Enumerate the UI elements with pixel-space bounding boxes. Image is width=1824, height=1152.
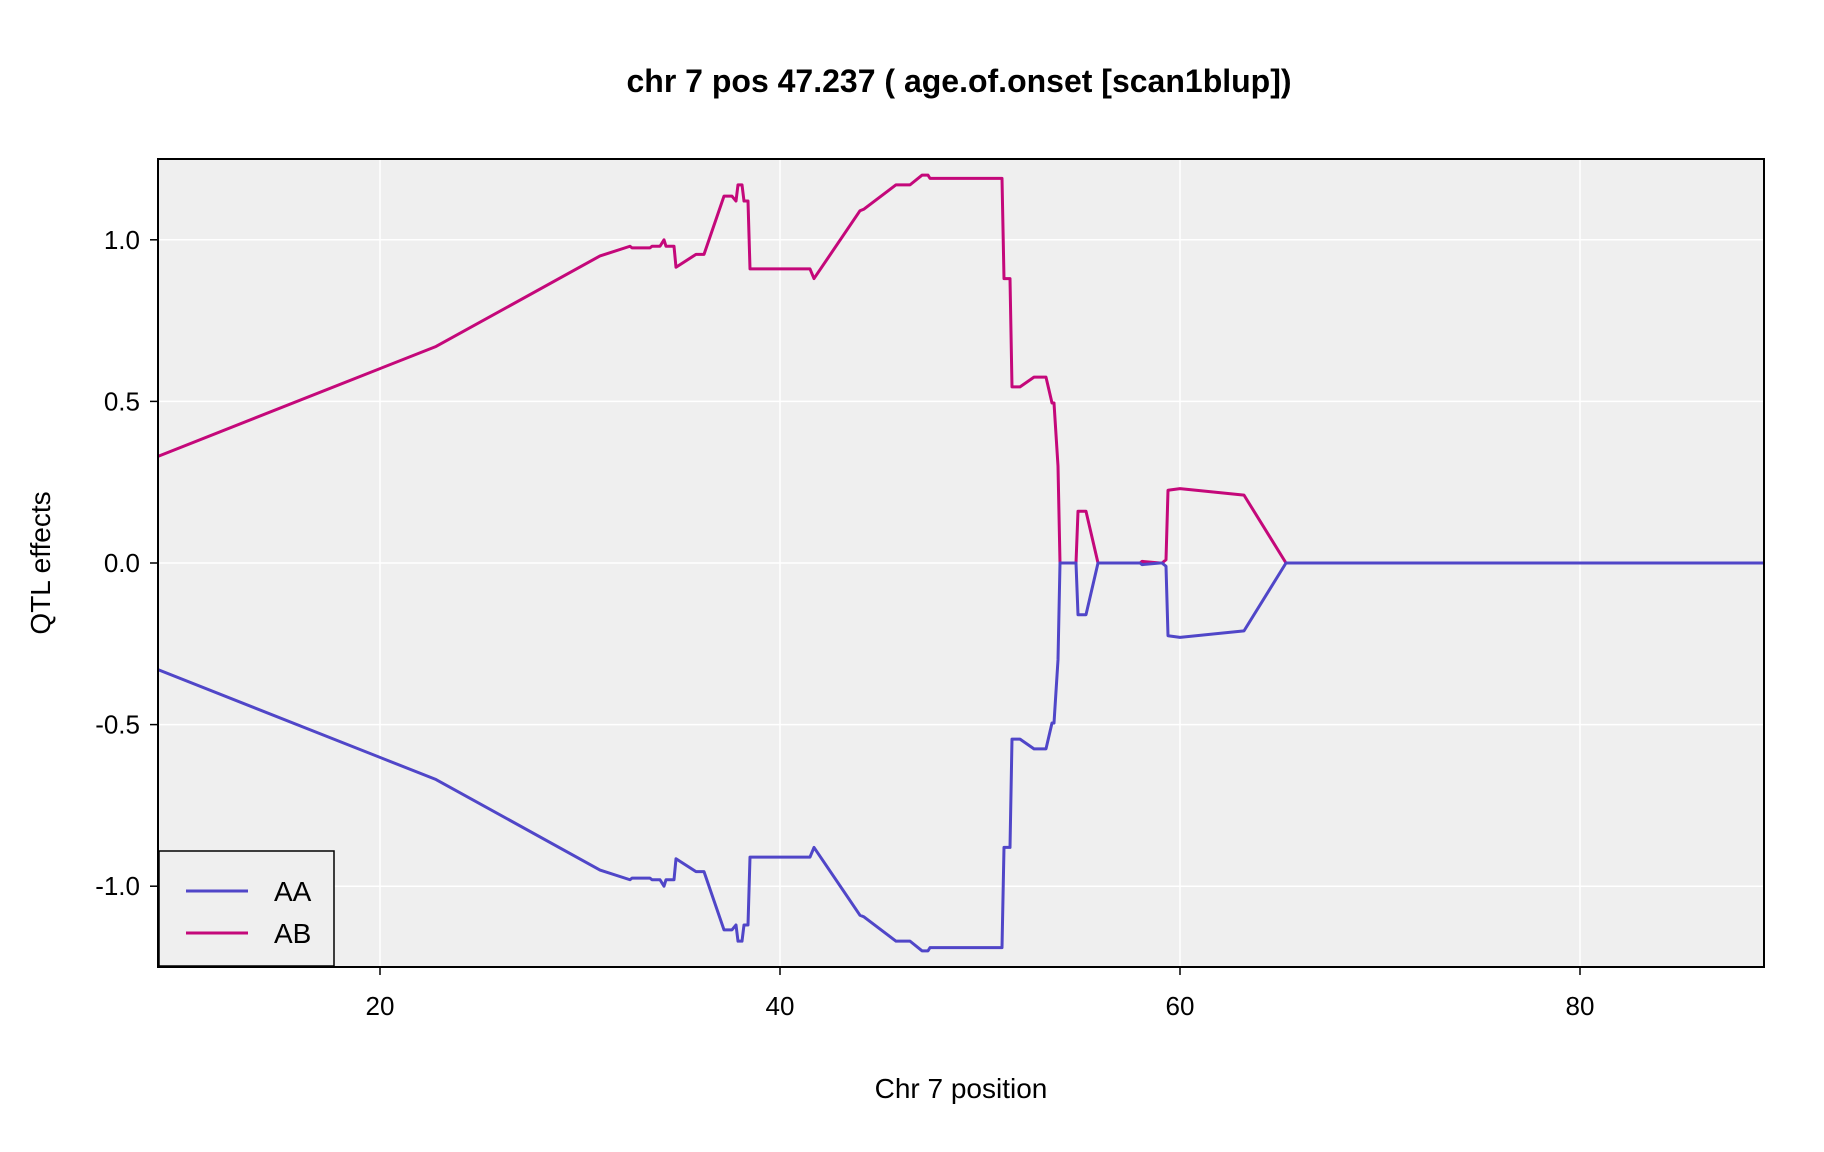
y-tick-label: -1.0 [95, 871, 140, 901]
x-axis-label: Chr 7 position [875, 1073, 1048, 1104]
y-tick-label: 0.5 [104, 386, 140, 416]
series-line-aa [157, 561, 1764, 953]
x-tick-label: 60 [1166, 991, 1195, 1021]
y-axis: -1.0 -0.5 0.0 0.5 1.0 [95, 225, 158, 901]
x-tick-label: 40 [766, 991, 795, 1021]
legend-label-aa: AA [274, 876, 312, 907]
y-tick-label: 1.0 [104, 225, 140, 255]
x-tick-label: 80 [1566, 991, 1595, 1021]
y-axis-label: QTL effects [25, 491, 56, 634]
chart-title: chr 7 pos 47.237 ( age.of.onset [scan1bl… [626, 63, 1291, 99]
series-layer [157, 173, 1764, 953]
legend: AA AB [158, 850, 335, 967]
legend-box [158, 850, 335, 967]
x-tick-label: 20 [366, 991, 395, 1021]
y-tick-label: 0.0 [104, 548, 140, 578]
x-axis: 20 40 60 80 [366, 967, 1595, 1021]
y-tick-label: -0.5 [95, 710, 140, 740]
legend-label-ab: AB [274, 918, 311, 949]
